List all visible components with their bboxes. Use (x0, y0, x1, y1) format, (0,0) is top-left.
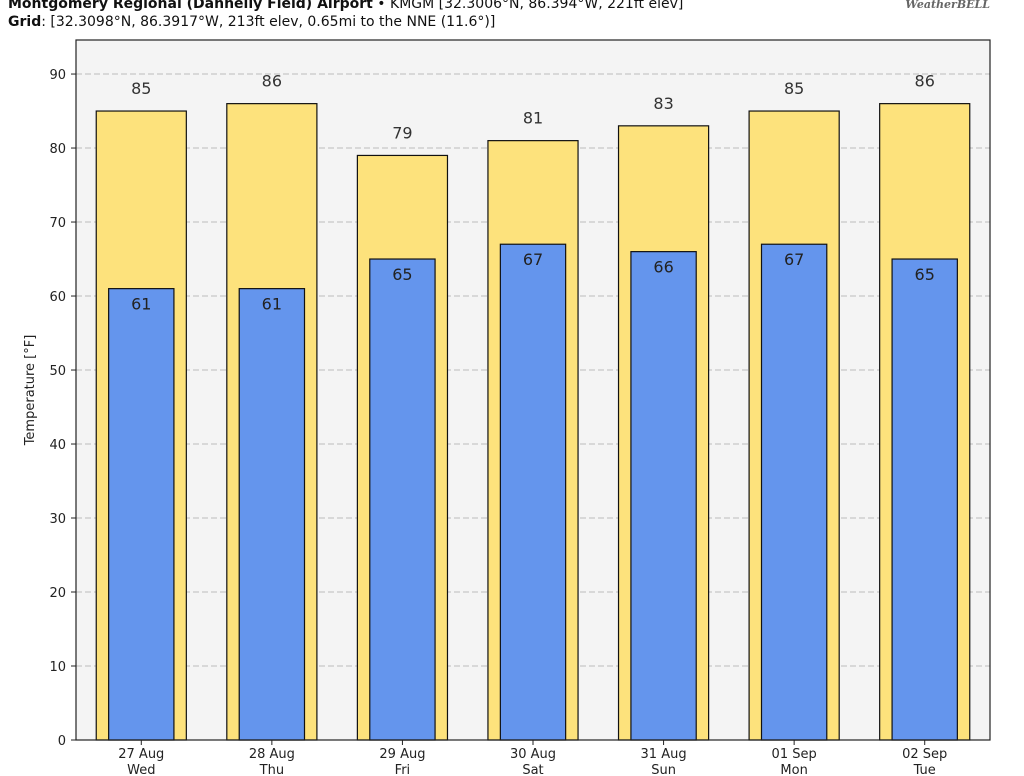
value-label: 61 (131, 295, 151, 314)
x-tick-label: Thu (259, 763, 284, 776)
x-tick-label: Wed (127, 763, 155, 776)
value-label: 85 (784, 79, 804, 98)
bar (760, 243, 828, 741)
x-tick-label: 01 Sep (772, 747, 817, 762)
value-label: 67 (784, 250, 804, 269)
value-label: 86 (915, 72, 935, 91)
bar (369, 258, 436, 741)
value-label: 61 (262, 295, 282, 314)
y-tick-label: 40 (49, 438, 66, 453)
bar (630, 251, 697, 741)
x-tick-label: 28 Aug (249, 747, 295, 762)
bar (108, 288, 175, 741)
value-label: 65 (392, 265, 412, 284)
station-info: • KMGM [32.3006°N, 86.394°W, 221ft elev] (372, 0, 684, 12)
bar (238, 288, 306, 741)
header-line: Grid: [32.3098°N, 86.3917°W, 213ft elev,… (8, 14, 495, 30)
bar (891, 258, 958, 741)
x-tick-label: 29 Aug (379, 747, 425, 762)
y-tick-label: 60 (49, 290, 66, 305)
bar (499, 243, 567, 741)
x-tick-label: 31 Aug (641, 747, 687, 762)
y-tick-label: 30 (49, 512, 66, 527)
value-label: 65 (915, 265, 935, 284)
y-tick-label: 20 (49, 586, 66, 601)
x-tick-label: Sun (651, 763, 676, 776)
grid-info: : [32.3098°N, 86.3917°W, 213ft elev, 0.6… (41, 14, 496, 30)
y-tick-label: 70 (49, 216, 66, 231)
value-label: 79 (392, 123, 412, 142)
y-tick-label: 90 (49, 68, 66, 83)
x-tick-label: Sat (522, 763, 543, 776)
header-line: Montgomery Regional (Dannelly Field) Air… (8, 0, 683, 12)
value-label: 83 (653, 94, 673, 113)
logo: WeatherBELL (905, 0, 990, 11)
x-tick-label: 30 Aug (510, 747, 556, 762)
value-label: 67 (523, 250, 543, 269)
x-tick-label: Fri (395, 763, 411, 776)
y-tick-label: 80 (49, 142, 66, 157)
x-tick-label: 02 Sep (902, 747, 947, 762)
x-tick-label: Tue (913, 763, 936, 776)
value-label: 85 (131, 79, 151, 98)
x-tick-label: 27 Aug (118, 747, 164, 762)
x-tick-label: Mon (780, 763, 807, 776)
y-tick-label: 50 (49, 364, 66, 379)
y-tick-label: 10 (49, 660, 66, 675)
y-tick-label: 0 (58, 734, 66, 749)
y-axis-label: Temperature [°F] (23, 335, 38, 447)
value-label: 81 (523, 109, 543, 128)
station-name: Montgomery Regional (Dannelly Field) Air… (8, 0, 373, 12)
grid-label: Grid (8, 14, 42, 30)
value-label: 66 (653, 258, 673, 277)
value-label: 86 (262, 72, 282, 91)
